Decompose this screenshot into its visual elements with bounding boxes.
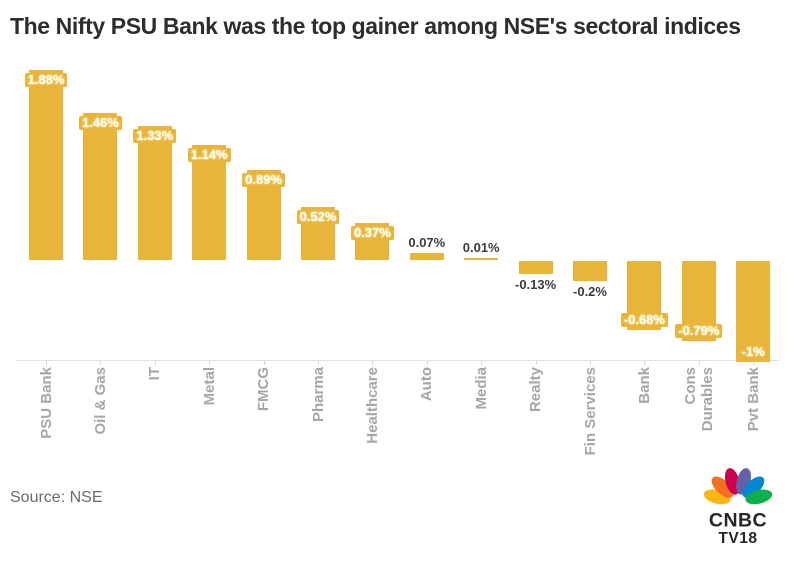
value-label: -1% bbox=[708, 345, 796, 359]
axis-tick bbox=[372, 361, 373, 365]
value-label: 1.14% bbox=[164, 148, 254, 162]
cnbctv18-logo: CNBC TV18 bbox=[703, 468, 773, 547]
value-label: -0.79% bbox=[654, 324, 744, 338]
category-label: Media bbox=[472, 367, 490, 410]
chart-title: The Nifty PSU Bank was the top gainer am… bbox=[10, 13, 741, 39]
axis-tick bbox=[481, 361, 482, 365]
peacock-feather-icon bbox=[711, 476, 734, 498]
axis-tick bbox=[155, 361, 156, 365]
category-label: Bank bbox=[635, 367, 653, 404]
axis-tick bbox=[46, 361, 47, 365]
bar bbox=[29, 70, 63, 260]
axis-tick bbox=[536, 361, 537, 365]
category-label: Realty bbox=[527, 367, 545, 413]
logo-text-tv18: TV18 bbox=[718, 530, 757, 547]
peacock-feather-icon bbox=[745, 489, 773, 505]
bar bbox=[464, 258, 499, 260]
category-label: IT bbox=[146, 367, 164, 381]
axis-tick bbox=[318, 361, 319, 365]
value-label: -0.2% bbox=[573, 284, 607, 299]
value-label: 0.01% bbox=[462, 240, 500, 255]
value-label: 0.89% bbox=[219, 173, 309, 187]
axis-tick bbox=[264, 361, 265, 365]
value-label: 1.88% bbox=[1, 73, 91, 87]
value-label: -0.13% bbox=[514, 277, 557, 292]
category-label: Oil & Gas bbox=[91, 367, 109, 435]
bar bbox=[192, 145, 227, 260]
bar bbox=[518, 261, 553, 274]
source-note: Source: NSE bbox=[10, 489, 103, 506]
bar bbox=[137, 126, 172, 260]
value-label: 1.33% bbox=[110, 129, 200, 143]
category-label: Metal bbox=[200, 367, 218, 406]
bar bbox=[83, 113, 118, 260]
value-label: 0.37% bbox=[327, 226, 417, 240]
category-label: Pharma bbox=[309, 367, 327, 423]
value-label: 0.52% bbox=[273, 210, 363, 224]
logo-text-cnbc: CNBC bbox=[709, 509, 767, 531]
x-axis-line bbox=[16, 360, 780, 361]
category-label: Cons Durables bbox=[681, 367, 716, 432]
axis-tick bbox=[644, 361, 645, 365]
bar bbox=[409, 253, 444, 260]
category-label: PSU Bank bbox=[37, 367, 55, 439]
axis-tick bbox=[427, 361, 428, 365]
axis-tick bbox=[699, 361, 700, 365]
value-label: 0.07% bbox=[408, 235, 446, 250]
value-label: -0.68% bbox=[599, 313, 689, 327]
axis-tick bbox=[590, 361, 591, 365]
bar bbox=[573, 261, 607, 281]
axis-tick bbox=[753, 361, 754, 365]
category-label: Pvt Bank bbox=[744, 367, 762, 432]
peacock-feather-icon bbox=[742, 476, 765, 498]
axis-tick bbox=[209, 361, 210, 365]
axis-tick bbox=[100, 361, 101, 365]
category-label: Fin Services bbox=[581, 367, 599, 456]
category-label: Auto bbox=[418, 367, 436, 402]
category-label: FMCG bbox=[255, 367, 273, 412]
category-label: Healthcare bbox=[363, 367, 381, 444]
value-label: 1.46% bbox=[55, 116, 145, 130]
